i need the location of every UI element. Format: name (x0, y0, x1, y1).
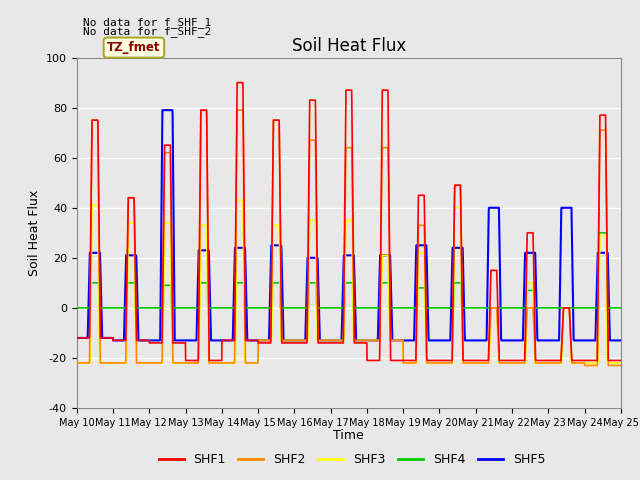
Title: Soil Heat Flux: Soil Heat Flux (292, 36, 406, 55)
Y-axis label: Soil Heat Flux: Soil Heat Flux (28, 190, 40, 276)
Text: No data for f_SHF_1: No data for f_SHF_1 (83, 17, 211, 28)
Legend: SHF1, SHF2, SHF3, SHF4, SHF5: SHF1, SHF2, SHF3, SHF4, SHF5 (154, 448, 550, 471)
Text: TZ_fmet: TZ_fmet (107, 41, 161, 54)
X-axis label: Time: Time (333, 429, 364, 442)
Text: No data for f_SHF_2: No data for f_SHF_2 (83, 26, 211, 37)
